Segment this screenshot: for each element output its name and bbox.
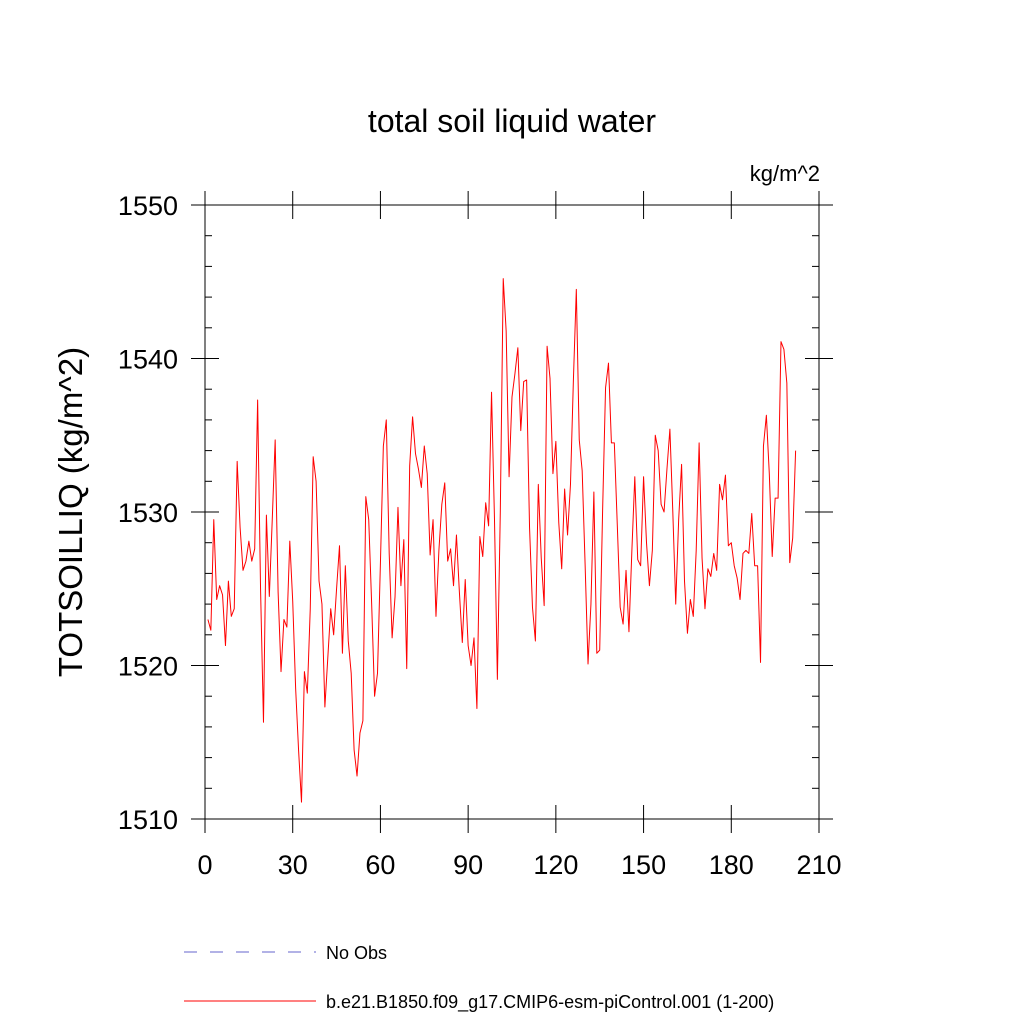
y-tick-label: 1530: [118, 498, 178, 528]
x-tick-label: 120: [533, 850, 578, 880]
plot-frame: [204, 204, 820, 820]
x-tick-label: 60: [365, 850, 395, 880]
y-tick-label: 1550: [118, 191, 178, 221]
x-tick-label: 90: [453, 850, 483, 880]
y-tick-label: 1540: [118, 345, 178, 375]
series-line-model: [207, 278, 797, 803]
y-tick-label: 1510: [118, 805, 178, 835]
y-tick-label: 1520: [118, 652, 178, 682]
tick-layer: 0 30 60 90 120 150 180 210 1510 1520 1530 1540 1550: [118, 191, 842, 880]
y-axis-title: TOTSOILLIQ (kg/m^2): [52, 347, 89, 677]
units-label: kg/m^2: [750, 161, 820, 186]
legend-label-model: b.e21.B1850.f09_g17.CMIP6-esm-piControl.…: [326, 992, 774, 1013]
x-tick-label: 180: [709, 850, 754, 880]
chart-title: total soil liquid water: [368, 103, 656, 139]
series-layer: [207, 278, 797, 803]
x-tick-label: 30: [278, 850, 308, 880]
x-tick-label: 0: [197, 850, 212, 880]
legend: No Obs b.e21.B1850.f09_g17.CMIP6-esm-piC…: [184, 943, 774, 1013]
x-tick-label: 210: [796, 850, 841, 880]
x-tick-label: 150: [621, 850, 666, 880]
legend-label-no-obs: No Obs: [326, 943, 387, 963]
